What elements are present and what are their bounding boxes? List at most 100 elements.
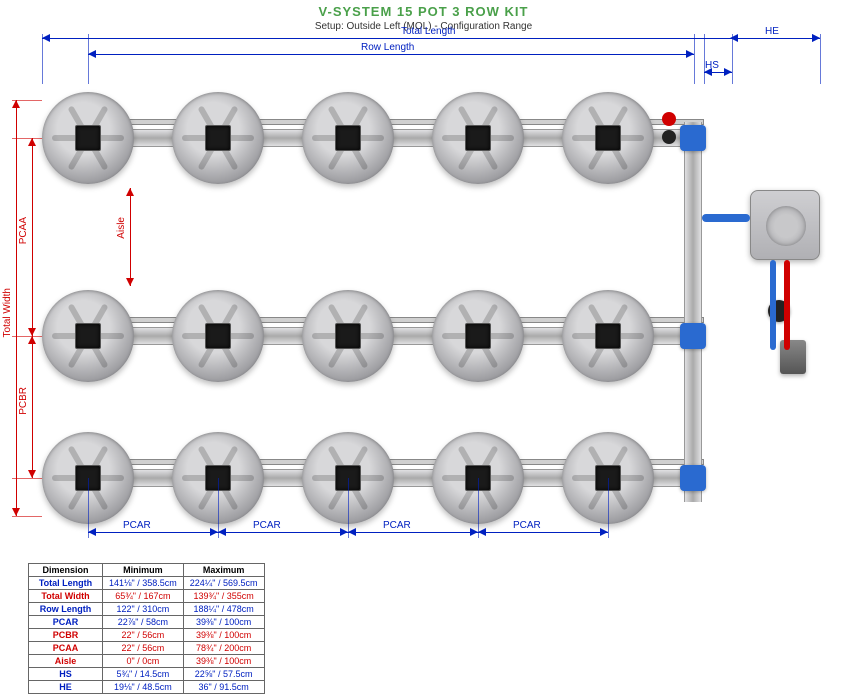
table-cell: 0" / 0cm (103, 655, 184, 668)
table-cell: 188¼" / 478cm (183, 603, 264, 616)
dim-ext (12, 336, 42, 337)
dim-label: Aisle (116, 217, 127, 239)
dim-ext (608, 478, 609, 538)
dim-ext (12, 516, 42, 517)
table-cell: PCAA (29, 642, 103, 655)
table-cell: 78¾" / 200cm (183, 642, 264, 655)
dim-arrow (348, 528, 356, 536)
dimension-table: DimensionMinimumMaximumTotal Length141⅛"… (28, 563, 265, 694)
pot-body (172, 92, 264, 184)
table-cell: 22⅞" / 58cm (103, 616, 184, 629)
pot (562, 92, 654, 184)
table-cell: 36" / 91.5cm (183, 681, 264, 694)
pot-drain (595, 125, 621, 151)
table-header-cell: Minimum (103, 564, 184, 577)
pot-body (302, 92, 394, 184)
table-cell: 22⅝" / 57.5cm (183, 668, 264, 681)
dim-ext (694, 34, 695, 84)
pot-drain (75, 323, 101, 349)
dim-line (730, 38, 820, 39)
dim-ext (820, 34, 821, 84)
dim-line (16, 100, 17, 516)
table-cell: PCAR (29, 616, 103, 629)
hose-blue (702, 214, 750, 222)
pot-body (432, 92, 524, 184)
dim-arrow (210, 528, 218, 536)
controller-fan (766, 206, 806, 246)
dim-arrow (12, 508, 20, 516)
table-cell: 224¼" / 569.5cm (183, 577, 264, 590)
pot-body (432, 290, 524, 382)
dim-line (348, 532, 478, 533)
dim-arrow (126, 278, 134, 286)
pot-drain (595, 323, 621, 349)
dim-line (478, 532, 608, 533)
table-cell: 39⅜" / 100cm (183, 629, 264, 642)
vertical-manifold (684, 122, 702, 502)
dim-arrow (724, 68, 732, 76)
pot-body (302, 290, 394, 382)
dim-arrow (28, 328, 36, 336)
table-cell: 139¾" / 355cm (183, 590, 264, 603)
table-cell: 22" / 56cm (103, 629, 184, 642)
dim-line (32, 336, 33, 478)
dim-arrow (126, 188, 134, 196)
table-cell: 39⅜" / 100cm (183, 655, 264, 668)
dim-ext (12, 138, 42, 139)
pot-drain (205, 323, 231, 349)
dim-arrow (470, 528, 478, 536)
dim-arrow (340, 528, 348, 536)
table-cell: HS (29, 668, 103, 681)
dim-label: Total Length (401, 26, 456, 37)
table-cell: Total Width (29, 590, 103, 603)
dim-ext (704, 34, 705, 84)
dim-arrow (686, 50, 694, 58)
pot (302, 290, 394, 382)
pot-body (42, 290, 134, 382)
dim-line (32, 138, 33, 336)
controller (750, 190, 820, 260)
dim-label: PCAR (253, 520, 281, 531)
table-cell: 65¾" / 167cm (103, 590, 184, 603)
table-header-cell: Dimension (29, 564, 103, 577)
dim-arrow (88, 50, 96, 58)
dim-line (88, 532, 218, 533)
dim-line (218, 532, 348, 533)
dim-arrow (218, 528, 226, 536)
dim-ext (42, 34, 43, 84)
dim-ext (88, 478, 89, 538)
dim-line (130, 188, 131, 286)
pot-drain (205, 125, 231, 151)
dim-label: Row Length (361, 42, 414, 53)
table-cell: 22" / 56cm (103, 642, 184, 655)
dim-label: HE (765, 26, 779, 37)
dim-ext (348, 478, 349, 538)
pot-drain (465, 125, 491, 151)
dim-label: PCBR (18, 387, 29, 415)
valve-red (662, 112, 676, 126)
dim-arrow (28, 470, 36, 478)
table-cell: Row Length (29, 603, 103, 616)
table-cell: Total Length (29, 577, 103, 590)
dim-label: PCAR (383, 520, 411, 531)
hose-red (784, 260, 790, 350)
dim-ext (88, 34, 89, 84)
pot (42, 92, 134, 184)
dim-arrow (812, 34, 820, 42)
dim-arrow (88, 528, 96, 536)
dim-ext (478, 478, 479, 538)
title: V-SYSTEM 15 POT 3 ROW KIT (0, 0, 847, 19)
pot (172, 92, 264, 184)
table-cell: PCBR (29, 629, 103, 642)
valve-black (662, 130, 676, 144)
pot-body (42, 92, 134, 184)
table-cell: 5¾" / 14.5cm (103, 668, 184, 681)
pot-drain (335, 323, 361, 349)
pot (432, 290, 524, 382)
tee-fitting (680, 323, 706, 349)
diagram: Total LengthRow LengthHEHSTotal WidthPCA… (20, 30, 830, 540)
dim-line (88, 54, 694, 55)
pot-body (562, 92, 654, 184)
table-cell: 141⅛" / 358.5cm (103, 577, 184, 590)
dim-label: PCAA (18, 217, 29, 244)
